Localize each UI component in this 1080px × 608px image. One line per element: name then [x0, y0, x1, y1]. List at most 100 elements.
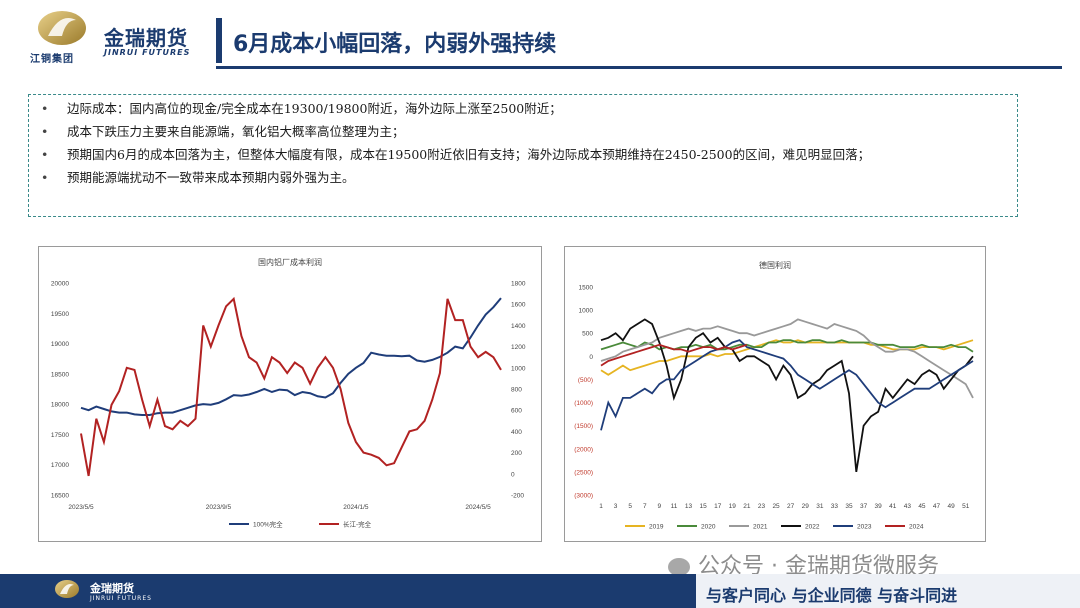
y-left-tick-label: 16500	[51, 493, 69, 500]
series-line-2020	[600, 339, 974, 353]
x-tick-label: 47	[933, 503, 941, 510]
legend-label: 2019	[649, 524, 664, 531]
x-tick-label: 2023/5/5	[68, 504, 94, 511]
slogan-background	[696, 574, 1080, 608]
x-tick-label: 25	[772, 503, 780, 510]
y-left-tick-label: 18500	[51, 371, 69, 378]
y-tick-label: (1500)	[574, 423, 593, 430]
series-line-2022	[600, 318, 974, 473]
x-tick-label: 37	[860, 503, 868, 510]
series-line-2023	[600, 339, 974, 431]
germany-profit-chart: 德国利润 1500 1000 500 0 (500) (1000) (1500) (2000) (…	[564, 246, 986, 542]
y-tick-label: 1500	[579, 285, 594, 292]
series-line-2021	[600, 318, 974, 399]
footer-slogan: 与客户同心 与企业同德 与奋斗同进	[706, 586, 958, 605]
chart-germany-svg: 德国利润 1500 1000 500 0 (500) (1000) (1500) (2000) (…	[574, 260, 974, 531]
y-tick-label: (500)	[578, 377, 593, 384]
x-tick-label: 5	[628, 503, 632, 510]
y-left-tick-label: 17000	[51, 462, 69, 469]
y-right-tick-label: 1800	[511, 281, 526, 288]
summary-bullet: 成本下跌压力主要来自能源端，氧化铝大概率高位整理为主；	[39, 122, 1007, 142]
y-right-tick-label: 800	[511, 387, 522, 394]
x-tick-label: 2023/9/5	[206, 504, 232, 511]
x-tick-label: 7	[643, 503, 647, 510]
y-right-tick-label: 1600	[511, 302, 526, 309]
summary-list: 边际成本：国内高位的现金/完全成本在19300/19800附近，海外边际上涨至2…	[39, 99, 1007, 188]
x-tick-label: 11	[671, 503, 678, 510]
x-tick-label: 17	[714, 503, 722, 510]
wechat-icon	[668, 558, 690, 576]
x-tick-label: 29	[802, 503, 810, 510]
logo-subtext: 江铜集团	[30, 54, 74, 65]
summary-bullet: 预期能源端扰动不一致带来成本预期内弱外强为主。	[39, 168, 1007, 188]
summary-bullet: 边际成本：国内高位的现金/完全成本在19300/19800附近，海外边际上涨至2…	[39, 99, 1007, 119]
x-tick-label: 2024/1/5	[343, 504, 369, 511]
legend-label: 2024	[909, 524, 924, 531]
y-left-tick-label: 20000	[51, 281, 69, 288]
legend-label: 长江-完全	[343, 520, 372, 529]
legend-label: 2020	[701, 524, 716, 531]
y-left-tick-label: 17500	[51, 432, 69, 439]
x-tick-label: 1	[599, 503, 603, 510]
y-tick-label: 500	[582, 331, 593, 338]
y-tick-label: (1000)	[574, 400, 593, 407]
y-right-tick-label: 1400	[511, 323, 526, 330]
legend-label: 2022	[805, 524, 820, 531]
y-tick-label: 0	[589, 354, 593, 361]
y-left-tick-label: 18000	[51, 402, 69, 409]
series-line-2019	[600, 339, 974, 376]
y-right-tick-label: 0	[511, 471, 515, 478]
x-tick-label: 23	[758, 503, 766, 510]
x-tick-label: 41	[889, 503, 897, 510]
x-tick-label: 3	[614, 503, 618, 510]
y-right-tick-label: 200	[511, 450, 522, 457]
x-tick-label: 31	[816, 503, 824, 510]
title-divider	[216, 66, 1062, 69]
x-tick-label: 9	[658, 503, 662, 510]
x-tick-label: 19	[729, 503, 737, 510]
x-tick-label: 43	[904, 503, 912, 510]
summary-bullet: 预期国内6月的成本回落为主，但整体大幅度有限，成本在19500附近依旧有支持；海…	[39, 145, 1007, 165]
x-tick-label: 21	[743, 503, 751, 510]
summary-box: 边际成本：国内高位的现金/完全成本在19300/19800附近，海外边际上涨至2…	[28, 94, 1018, 217]
x-tick-label: 13	[685, 503, 693, 510]
y-tick-label: (2500)	[574, 469, 593, 476]
footer-brand-en: JINRUI FUTURES	[90, 595, 152, 602]
x-tick-label: 45	[918, 503, 926, 510]
brand-name-en: JINRUI FUTURES	[104, 48, 191, 57]
y-right-tick-label: 1200	[511, 344, 526, 351]
y-right-tick-label: 600	[511, 408, 522, 415]
x-tick-label: 33	[831, 503, 839, 510]
y-left-tick-label: 19000	[51, 341, 69, 348]
footer-logo	[55, 580, 79, 598]
legend-label: 100%完全	[253, 520, 283, 529]
domestic-cost-profit-chart: 国内铝厂成本利润 16500 17000 17500 18000 18500 19000 19…	[38, 246, 542, 542]
y-right-tick-label: 1000	[511, 365, 526, 372]
x-tick-label: 2024/5/5	[465, 504, 491, 511]
brand-name: 金瑞期货	[104, 26, 188, 50]
footer: 金瑞期货 JINRUI FUTURES 与客户同心 与企业同德 与奋斗同进	[0, 574, 1080, 608]
legend-label: 2021	[753, 524, 768, 531]
title-accent-bar	[216, 18, 222, 63]
y-right-tick-label: -200	[511, 493, 524, 500]
page-title: 6月成本小幅回落，内弱外强持续	[233, 32, 557, 57]
y-right-tick-label: 400	[511, 429, 522, 436]
x-tick-label: 39	[875, 503, 883, 510]
header: 江铜集团 金瑞期货 JINRUI FUTURES 6月成本小幅回落，内弱外强持续	[0, 0, 1080, 70]
series-line-2024	[600, 343, 748, 367]
x-tick-label: 27	[787, 503, 795, 510]
x-tick-label: 51	[962, 503, 970, 510]
x-tick-label: 15	[700, 503, 708, 510]
series-line-1	[80, 297, 502, 416]
y-tick-label: (2000)	[574, 446, 593, 453]
y-tick-label: 1000	[579, 308, 594, 315]
y-tick-label: (3000)	[574, 493, 593, 500]
legend-label: 2023	[857, 524, 872, 531]
footer-brand: 金瑞期货	[90, 582, 134, 595]
y-left-tick-label: 19500	[51, 311, 69, 318]
company-logo	[38, 11, 86, 45]
chart-title: 国内铝厂成本利润	[258, 257, 322, 267]
series-line-2	[80, 296, 502, 477]
x-tick-label: 35	[845, 503, 853, 510]
x-tick-label: 49	[948, 503, 956, 510]
